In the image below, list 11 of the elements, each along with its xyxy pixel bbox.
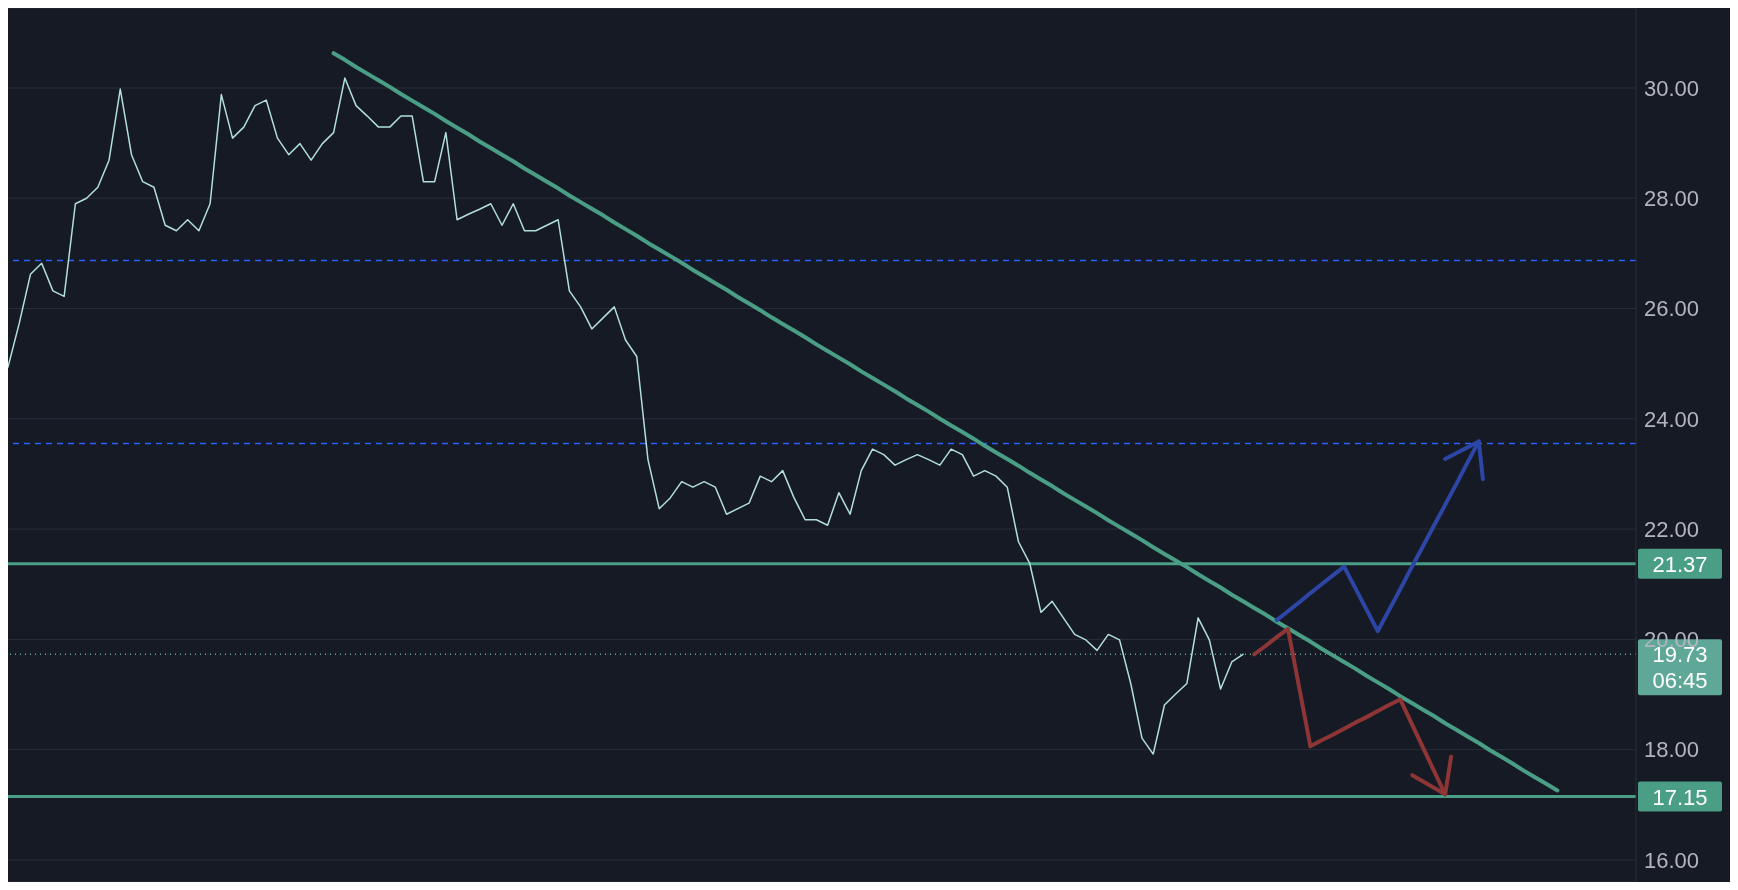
ref-line-label: 17.15 xyxy=(1652,784,1708,810)
y-tick-label: 26.00 xyxy=(1644,296,1700,322)
ref-line-label: 21.37 xyxy=(1652,551,1708,577)
y-tick-label: 30.00 xyxy=(1644,75,1700,101)
y-tick-label: 28.00 xyxy=(1644,186,1700,212)
y-tick-label: 22.00 xyxy=(1644,516,1700,542)
y-tick-label: 16.00 xyxy=(1644,847,1700,873)
y-tick-label: 24.00 xyxy=(1644,406,1700,432)
line-series xyxy=(8,77,1244,755)
y-tick-label: 18.00 xyxy=(1644,737,1700,763)
text: 06:45 xyxy=(1652,668,1708,694)
